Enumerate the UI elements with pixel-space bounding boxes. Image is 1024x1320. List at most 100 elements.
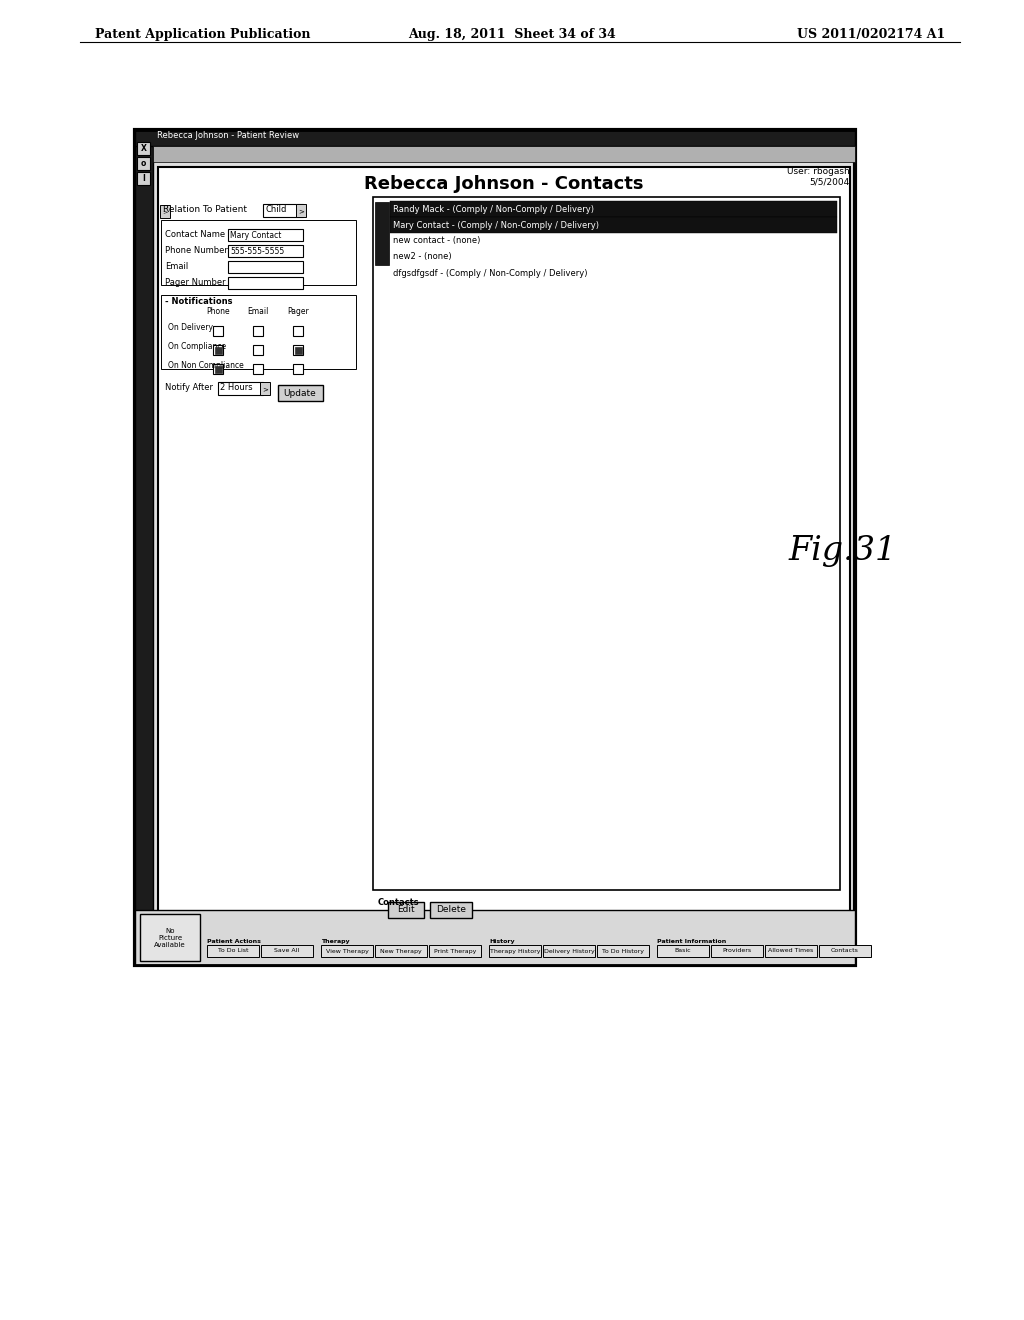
Bar	[373, 197, 840, 890]
Bar	[135, 129, 855, 965]
Bar	[253, 364, 263, 374]
Text: Pager Number: Pager Number	[165, 279, 225, 286]
Bar	[388, 902, 424, 917]
Bar	[711, 945, 763, 957]
Bar	[543, 945, 595, 957]
Text: Rebecca Johnson - Contacts: Rebecca Johnson - Contacts	[365, 176, 644, 193]
Text: >: >	[298, 209, 304, 214]
Text: On Compliance: On Compliance	[168, 342, 226, 351]
Bar	[293, 326, 303, 337]
Bar	[253, 345, 263, 355]
Text: Mary Contact - (Comply / Non-Comply / Delivery): Mary Contact - (Comply / Non-Comply / De…	[393, 220, 599, 230]
Text: To Do List: To Do List	[218, 949, 248, 953]
Text: History: History	[489, 939, 515, 944]
Text: >: >	[163, 209, 168, 214]
Text: Update: Update	[284, 388, 316, 397]
Text: Patient Information: Patient Information	[657, 939, 726, 944]
Bar	[261, 945, 313, 957]
Bar	[296, 205, 306, 216]
Bar	[375, 945, 427, 957]
Bar	[390, 216, 837, 234]
Bar	[375, 202, 389, 265]
Text: On Non Compliance: On Non Compliance	[168, 360, 244, 370]
Text: Notify After: Notify After	[165, 383, 213, 392]
Text: Aug. 18, 2011  Sheet 34 of 34: Aug. 18, 2011 Sheet 34 of 34	[409, 28, 615, 41]
Text: - Notifications: - Notifications	[165, 297, 232, 306]
Text: dfgsdfgsdf - (Comply / Non-Comply / Delivery): dfgsdfgsdf - (Comply / Non-Comply / Deli…	[393, 268, 588, 277]
Text: new contact - (none): new contact - (none)	[393, 236, 480, 246]
Bar	[161, 220, 356, 285]
Text: Contact Name: Contact Name	[165, 230, 225, 239]
Text: Patient Actions: Patient Actions	[207, 939, 261, 944]
Bar	[597, 945, 649, 957]
Text: o: o	[141, 158, 146, 168]
Bar	[390, 201, 837, 216]
Bar	[214, 346, 221, 354]
Bar	[137, 143, 150, 154]
Bar	[135, 909, 855, 965]
Bar	[263, 205, 303, 216]
Bar	[160, 205, 170, 218]
Bar	[765, 945, 817, 957]
Text: US 2011/0202174 A1: US 2011/0202174 A1	[797, 28, 945, 41]
Bar	[228, 277, 303, 289]
Text: Relation To Patient: Relation To Patient	[163, 205, 247, 214]
Bar	[161, 294, 356, 370]
Bar	[213, 326, 223, 337]
Text: Email: Email	[248, 308, 268, 315]
Bar	[228, 261, 303, 273]
Bar	[489, 945, 541, 957]
Bar	[153, 147, 855, 162]
Bar	[218, 381, 263, 395]
Text: To Do History: To Do History	[602, 949, 644, 953]
Bar	[137, 172, 150, 185]
Text: Pager: Pager	[287, 308, 309, 315]
Bar	[253, 326, 263, 337]
Bar	[819, 945, 871, 957]
Text: Randy Mack - (Comply / Non-Comply / Delivery): Randy Mack - (Comply / Non-Comply / Deli…	[393, 205, 594, 214]
Text: I: I	[142, 174, 145, 183]
Text: Providers: Providers	[723, 949, 752, 953]
Text: New Therapy: New Therapy	[380, 949, 422, 953]
Bar	[135, 129, 153, 915]
Bar	[213, 345, 223, 355]
Text: Email: Email	[165, 261, 188, 271]
Text: Save All: Save All	[274, 949, 300, 953]
Bar	[429, 945, 481, 957]
Text: Phone Number: Phone Number	[165, 246, 228, 255]
Text: Patent Application Publication: Patent Application Publication	[95, 28, 310, 41]
Bar	[140, 913, 200, 961]
Text: Delivery History: Delivery History	[544, 949, 594, 953]
Bar	[135, 129, 855, 147]
Text: Fig.31: Fig.31	[788, 535, 896, 568]
Bar	[657, 945, 709, 957]
Text: X: X	[140, 144, 146, 153]
Bar	[293, 364, 303, 374]
Text: Allowed Times: Allowed Times	[768, 949, 814, 953]
Bar	[214, 366, 221, 372]
Bar	[321, 945, 373, 957]
Bar	[278, 385, 323, 401]
Text: Contacts: Contacts	[831, 949, 859, 953]
Text: Basic: Basic	[675, 949, 691, 953]
Text: Mary Contact: Mary Contact	[230, 231, 282, 239]
Text: 2 Hours: 2 Hours	[220, 384, 253, 392]
Text: Rebecca Johnson - Patient Review: Rebecca Johnson - Patient Review	[157, 131, 299, 140]
Text: new2 - (none): new2 - (none)	[393, 252, 452, 261]
Bar	[430, 902, 472, 917]
Text: Print Therapy: Print Therapy	[434, 949, 476, 953]
Text: Phone: Phone	[206, 308, 229, 315]
Bar	[260, 381, 270, 395]
Text: Child: Child	[265, 206, 287, 214]
Bar	[228, 246, 303, 257]
Text: Therapy History: Therapy History	[489, 949, 541, 953]
Text: Therapy: Therapy	[321, 939, 349, 944]
Text: Edit: Edit	[397, 906, 415, 915]
Text: >: >	[262, 385, 268, 392]
Bar	[207, 945, 259, 957]
Bar	[228, 228, 303, 242]
Text: View Therapy: View Therapy	[326, 949, 369, 953]
Bar	[213, 364, 223, 374]
Text: On Delivery: On Delivery	[168, 323, 213, 333]
Text: User: rbogash
5/5/2004: User: rbogash 5/5/2004	[787, 168, 850, 186]
